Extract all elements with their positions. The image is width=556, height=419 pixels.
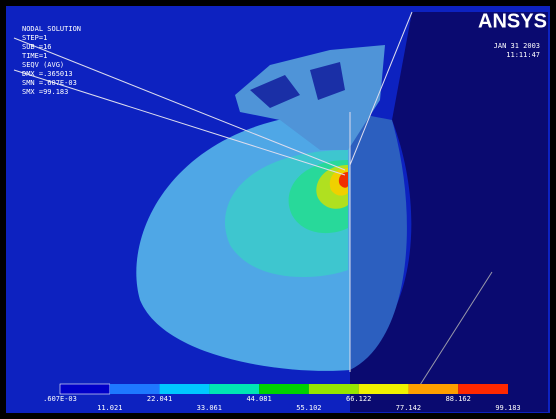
legend-swatch [259,384,309,394]
legend-label: 66.122 [346,395,371,403]
ansys-viewport: ANSYS JAN 31 2003 11:11:47 NODAL SOLUTIO… [0,0,556,419]
legend-label: 55.102 [296,404,321,412]
legend-label: 99.183 [495,404,520,412]
legend-swatch [458,384,508,394]
legend-label: 22.041 [147,395,172,403]
info-line: TIME=1 [22,52,47,60]
info-line: STEP=1 [22,34,47,42]
time: 11:11:47 [506,51,540,59]
legend-label: 88.162 [446,395,471,403]
legend-swatch [160,384,210,394]
legend-label: 11.021 [97,404,122,412]
date: JAN 31 2003 [494,42,540,50]
legend-swatch [209,384,259,394]
info-line: SEQV (AVG) [22,61,64,69]
legend-label: 77.142 [396,404,421,412]
legend-swatch [110,384,160,394]
legend-swatch [309,384,359,394]
legend-label: 33.061 [197,404,222,412]
legend-swatch [60,384,110,394]
brand-logo: ANSYS [478,10,547,32]
legend-swatch [359,384,409,394]
info-line: SUB =16 [22,43,52,51]
legend-swatch [408,384,458,394]
info-line: DMX =.365013 [22,70,73,78]
legend-label: .607E-03 [43,395,77,403]
info-line: SMX =99.183 [22,88,68,96]
info-line: SMN =.607E-03 [22,79,77,87]
info-line: NODAL SOLUTION [22,25,81,33]
legend-label: 44.081 [246,395,271,403]
